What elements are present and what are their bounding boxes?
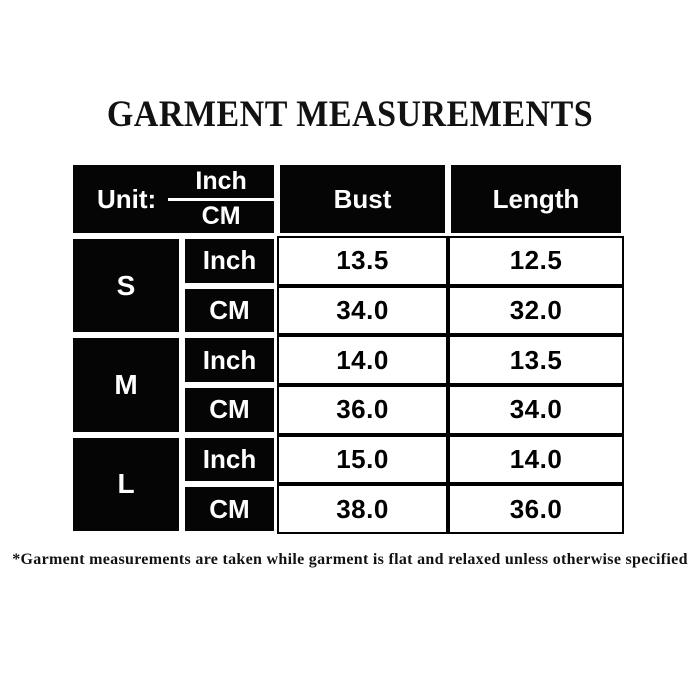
unit-row-label-m-cm: CM (182, 385, 277, 435)
length-column-header: Length (448, 162, 624, 236)
length-value-l-inch: 14.0 (448, 434, 624, 485)
unit-row-label-s-cm: CM (182, 285, 277, 336)
unit-fraction-cm: CM (201, 201, 241, 230)
size-label-l: L (70, 434, 182, 534)
bust-value-s-cm: 34.0 (277, 285, 448, 336)
size-chart-table: Unit: Inch CM Bust Length S Inch 13.5 12… (70, 162, 624, 534)
unit-fraction-inch: Inch (168, 167, 274, 201)
bust-value-s-inch: 13.5 (277, 236, 448, 286)
size-label-m: M (70, 335, 182, 435)
size-label-s: S (70, 236, 182, 336)
bust-value-m-cm: 36.0 (277, 385, 448, 435)
length-value-s-inch: 12.5 (448, 236, 624, 286)
bust-column-header: Bust (277, 162, 448, 236)
unit-label: Unit: (97, 183, 157, 214)
length-value-s-cm: 32.0 (448, 285, 624, 336)
unit-header-cell: Unit: Inch CM (70, 162, 277, 236)
bust-value-m-inch: 14.0 (277, 335, 448, 385)
footnote: *Garment measurements are taken while ga… (12, 551, 688, 568)
unit-row-label-l-cm: CM (182, 484, 277, 534)
unit-fraction: Inch CM (168, 167, 274, 230)
length-value-m-inch: 13.5 (448, 335, 624, 385)
bust-value-l-cm: 38.0 (277, 484, 448, 534)
unit-row-label-m-inch: Inch (182, 335, 277, 385)
unit-row-label-l-inch: Inch (182, 434, 277, 485)
unit-row-label-s-inch: Inch (182, 236, 277, 286)
bust-value-l-inch: 15.0 (277, 434, 448, 485)
length-value-l-cm: 36.0 (448, 484, 624, 534)
length-value-m-cm: 34.0 (448, 385, 624, 435)
page-title: GARMENT MEASUREMENTS (106, 94, 594, 135)
